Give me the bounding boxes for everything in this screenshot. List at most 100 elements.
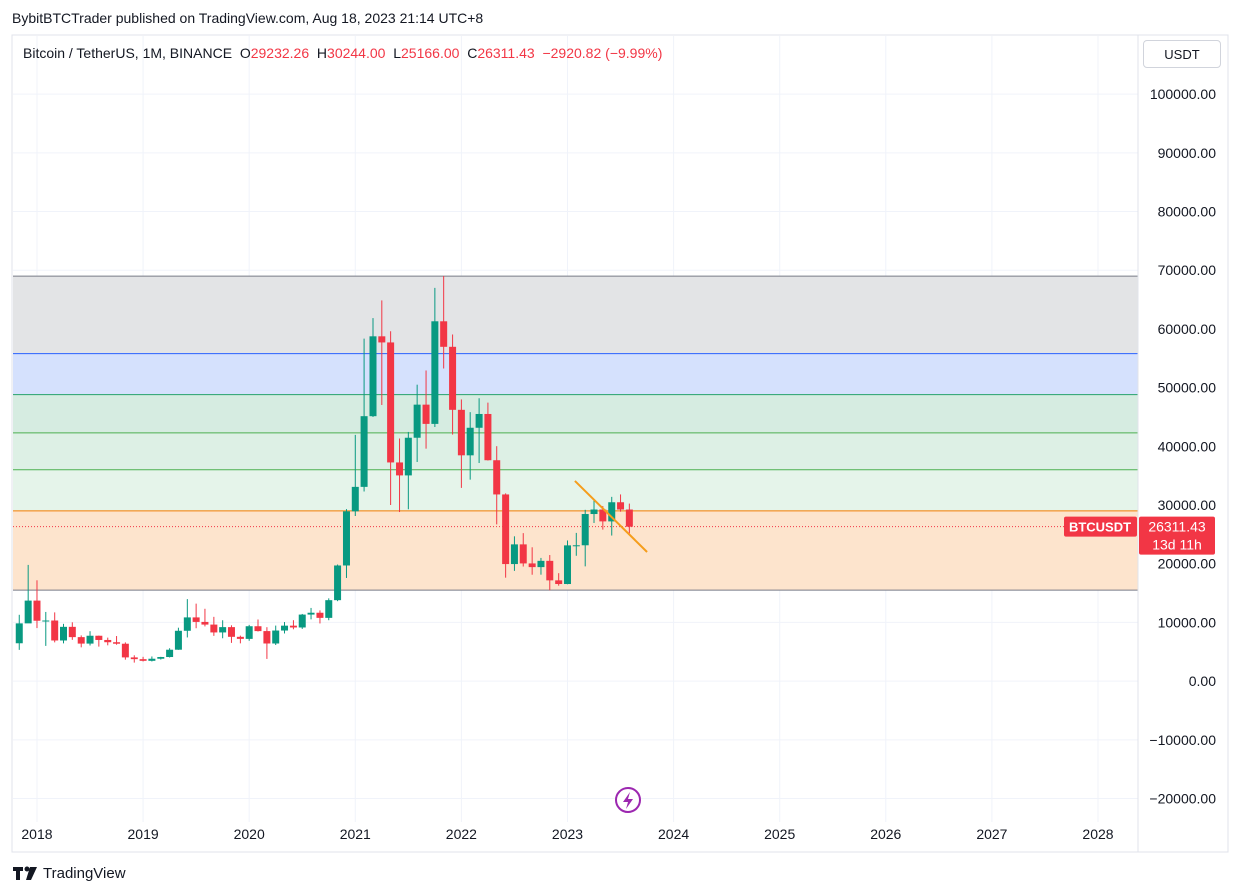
trendline [574,480,648,553]
x-tick-label: 2020 [234,826,265,842]
candle-body [422,404,430,424]
candle-body [192,617,200,622]
candle-body [572,545,580,547]
candle-body [599,509,607,522]
change-value: −2920.82 [542,45,602,61]
lightning-icon[interactable] [615,787,641,813]
candle-body [157,657,165,659]
candle-body [113,642,121,644]
candle-body [60,626,68,641]
candle-body [245,626,253,639]
candle-body [210,624,218,633]
candle-body [68,626,76,638]
candle-body [316,612,324,618]
candle-body [342,511,350,566]
candle-body [86,635,94,644]
x-tick-label: 2027 [976,826,1007,842]
candle-body [413,404,421,438]
candle-body [590,509,598,515]
candle-body [555,580,563,585]
y-tick-label: 40000.00 [1158,438,1217,454]
y-tick-label: 90000.00 [1158,145,1217,161]
legend-header: Bitcoin / TetherUS, 1M, BINANCE O 29232.2… [23,45,662,61]
candle-body [396,462,404,476]
candle-body [166,649,174,658]
candle-body [254,626,262,632]
y-tick-label: 80000.00 [1158,204,1217,220]
x-tick-label: 2022 [446,826,477,842]
zone [13,432,1138,470]
x-tick-label: 2024 [658,826,689,842]
candle-body [484,413,492,461]
candle-body [466,427,474,456]
candle-body [130,657,138,660]
open-value: 29232.26 [250,45,310,61]
low-label: L [393,45,402,61]
candle-body [42,620,50,622]
y-tick-label: −10000.00 [1149,732,1216,748]
y-tick-label: 10000.00 [1158,614,1217,630]
y-tick-label: 30000.00 [1158,497,1217,513]
candle-body [581,514,589,546]
open-label: O [239,45,251,61]
plot [13,36,1138,822]
candle-body [528,563,536,568]
footer-logo: TradingView [43,865,126,882]
candle-body [502,494,510,565]
candle-body [15,623,23,644]
candle-body [440,321,448,347]
price-tag-value: 26311.43 [1148,519,1206,535]
close-value: 26311.43 [477,45,535,61]
candle-body [77,637,85,644]
candle-body [95,635,103,640]
candle-body [298,614,306,628]
candle-body [183,617,191,631]
y-tick-label: 50000.00 [1158,380,1217,396]
x-tick-label: 2018 [21,826,52,842]
price-tag [1139,516,1215,555]
candle-body [404,437,412,476]
candle-body [51,620,59,641]
change-pct: (−9.99%) [605,45,663,61]
candle-body [263,631,271,644]
candle-body [227,627,235,637]
logo-icon [13,866,37,880]
publish-info: BybitBTCTrader published on TradingView.… [12,10,484,26]
candle-body [608,502,616,522]
x-tick-label: 2019 [128,826,159,842]
y-tick-label: 60000.00 [1158,321,1217,337]
candle-body [104,639,112,643]
price-tag-countdown: 13d 11h [1152,537,1202,553]
symbol-tag-text: BTCUSDT [1069,520,1131,535]
high-value: 30244.00 [327,45,386,61]
candle-body [289,625,297,628]
y-tick-label: 70000.00 [1158,262,1217,278]
candle-body [139,659,147,661]
candle-body [351,486,359,512]
candle-body [563,545,571,585]
candle-body [33,600,41,621]
x-tick-label: 2026 [870,826,901,842]
candle-body [281,625,289,631]
candle-body [431,321,439,424]
y-tick-label: −20000.00 [1149,791,1216,807]
symbol-tag [1064,516,1137,537]
low-value: 25166.00 [401,45,460,61]
candle-body [519,544,527,564]
currency-button[interactable]: USDT [1143,40,1221,68]
candle-body [625,509,633,527]
candle-body [457,409,465,456]
candle-body [307,612,315,615]
close-label: C [467,45,478,61]
zone [13,510,1138,591]
candle-body [378,336,386,343]
candle-body [546,560,554,581]
candle-body [369,336,377,417]
candle-body [325,600,333,618]
high-label: H [316,45,328,61]
candle-body [148,658,156,661]
candle-body [219,627,227,633]
symbol-title: Bitcoin / TetherUS, 1M, BINANCE [23,45,233,61]
